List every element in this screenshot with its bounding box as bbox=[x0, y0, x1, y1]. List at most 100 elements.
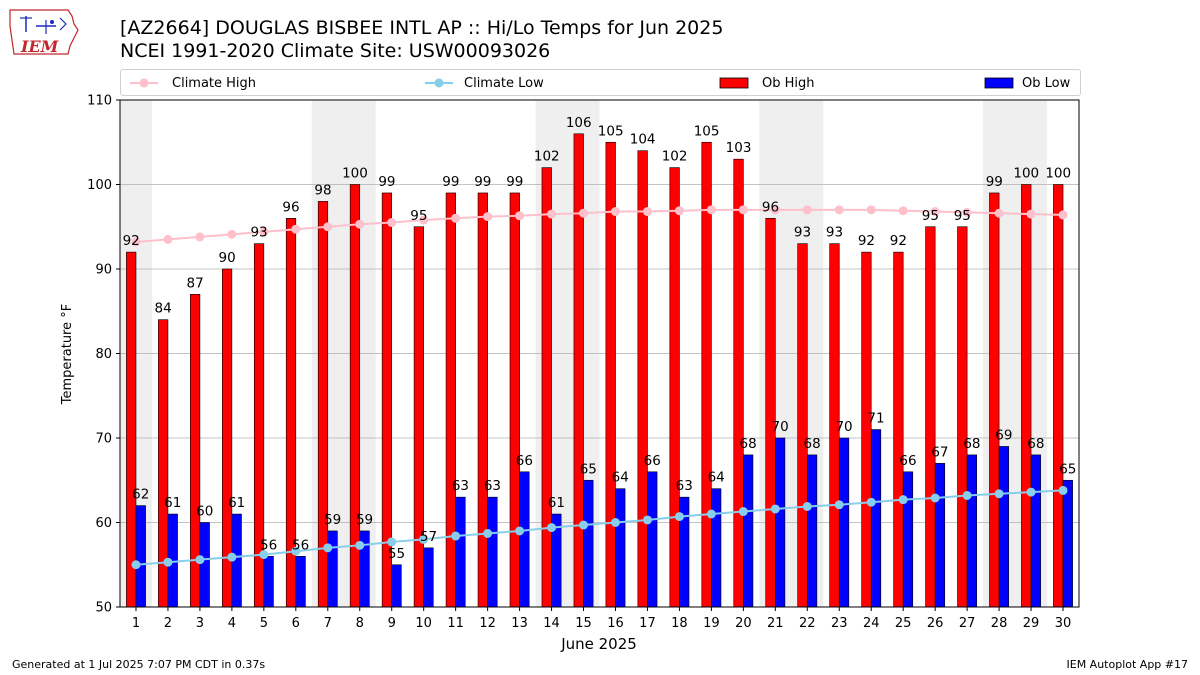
x-tick-label-23: 23 bbox=[831, 616, 848, 631]
bar-ob-high-28 bbox=[989, 192, 1000, 608]
bar-ob-low-27 bbox=[966, 454, 978, 608]
bar-ob-high-14 bbox=[541, 167, 552, 608]
bar-ob-high-24 bbox=[861, 251, 872, 608]
climate-low-point-7 bbox=[323, 543, 333, 553]
legend-item-ob-high: Ob High bbox=[719, 74, 815, 92]
label-ob-high-19: 105 bbox=[694, 123, 720, 139]
climate-high-point-23 bbox=[834, 205, 844, 215]
label-ob-high-11: 99 bbox=[442, 174, 459, 190]
label-ob-high-27: 95 bbox=[954, 208, 971, 224]
label-ob-high-15: 106 bbox=[566, 115, 592, 131]
legend-item-climate-high: Climate High bbox=[129, 74, 256, 92]
climate-low-point-24 bbox=[866, 497, 876, 507]
label-ob-low-10: 57 bbox=[420, 529, 437, 545]
label-ob-high-8: 100 bbox=[342, 166, 368, 182]
climate-low-point-6 bbox=[291, 546, 301, 556]
climate-high-point-25 bbox=[898, 206, 908, 216]
climate-high-point-27 bbox=[962, 207, 972, 217]
climate-high-point-26 bbox=[930, 207, 940, 217]
climate-low-point-16 bbox=[610, 518, 620, 527]
shade-day-7 bbox=[311, 100, 344, 607]
grid-lines bbox=[120, 184, 1079, 523]
climate-low-point-23 bbox=[834, 500, 844, 510]
bar-ob-low-5 bbox=[263, 555, 274, 608]
bar-ob-high-4 bbox=[221, 268, 233, 608]
legend-ob-low-swatch bbox=[984, 77, 1014, 89]
bar-ob-high-15 bbox=[573, 133, 584, 608]
bar-ob-low-12 bbox=[487, 496, 498, 608]
label-ob-low-21: 70 bbox=[772, 419, 789, 435]
bar-ob-low-26 bbox=[934, 463, 946, 608]
x-tick-label-24: 24 bbox=[863, 616, 880, 631]
climate-high-point-14 bbox=[547, 209, 557, 219]
bar-ob-high-22 bbox=[797, 243, 808, 608]
legend-item-climate-low: Climate Low bbox=[424, 74, 544, 92]
x-tick-label-11: 11 bbox=[447, 616, 464, 631]
label-ob-high-7: 98 bbox=[314, 182, 331, 198]
label-ob-low-17: 66 bbox=[644, 453, 661, 469]
shade-day-1 bbox=[120, 100, 152, 607]
climate-low-point-5 bbox=[259, 550, 269, 560]
label-ob-low-22: 68 bbox=[803, 436, 820, 452]
climate-low-point-30 bbox=[1058, 485, 1068, 495]
bar-ob-low-8 bbox=[359, 530, 370, 608]
legend-ob-high-swatch bbox=[719, 77, 749, 89]
legend-label-ob-high: Ob High bbox=[762, 75, 815, 91]
x-tick-label-21: 21 bbox=[767, 616, 784, 631]
climate-low-point-14 bbox=[547, 523, 557, 533]
shade-day-21 bbox=[759, 100, 792, 607]
climate-high-point-29 bbox=[1026, 209, 1036, 219]
label-ob-high-13: 99 bbox=[506, 174, 523, 190]
label-ob-high-23: 93 bbox=[826, 225, 843, 241]
bar-ob-low-17 bbox=[647, 471, 658, 608]
x-tick-label-14: 14 bbox=[543, 616, 560, 631]
bar-ob-high-18 bbox=[669, 167, 680, 608]
legend-label-climate-high: Climate High bbox=[172, 75, 257, 91]
x-tick-label-13: 13 bbox=[511, 616, 528, 631]
bars bbox=[126, 133, 1073, 608]
label-ob-low-6: 56 bbox=[292, 537, 309, 553]
climate-low-point-25 bbox=[898, 495, 908, 505]
x-tick-label-10: 10 bbox=[415, 616, 432, 631]
bar-ob-high-26 bbox=[925, 226, 936, 608]
bar-ob-high-20 bbox=[733, 158, 744, 608]
label-ob-low-26: 67 bbox=[931, 444, 948, 460]
climate-high-point-20 bbox=[738, 205, 748, 215]
climate-high-point-11 bbox=[451, 213, 461, 223]
x-tick-label-25: 25 bbox=[895, 616, 912, 631]
climate-high-point-8 bbox=[355, 219, 365, 229]
x-tick-label-17: 17 bbox=[639, 616, 656, 631]
iowa-map-icon bbox=[9, 9, 79, 55]
x-tick-label-3: 3 bbox=[196, 616, 204, 631]
bar-ob-low-18 bbox=[679, 496, 690, 608]
x-tick-label-28: 28 bbox=[991, 616, 1008, 631]
bar-ob-high-29 bbox=[1021, 184, 1032, 608]
data-labels: 92 62 84 61 87 60 90 61 93 56 96 56 98 59 100 59 99 55 95 5… bbox=[123, 115, 1077, 562]
climate-low-point-19 bbox=[706, 509, 716, 519]
label-ob-low-28: 69 bbox=[995, 427, 1012, 443]
label-ob-low-13: 66 bbox=[516, 453, 533, 469]
bar-ob-low-30 bbox=[1062, 479, 1073, 608]
label-ob-high-26: 95 bbox=[922, 208, 939, 224]
bar-ob-high-2 bbox=[158, 319, 169, 608]
climate-high-point-18 bbox=[674, 206, 684, 216]
legend-label-ob-low: Ob Low bbox=[1022, 75, 1071, 91]
label-ob-high-20: 103 bbox=[726, 140, 752, 156]
climate-low-point-11 bbox=[451, 531, 461, 541]
bar-ob-low-4 bbox=[231, 513, 242, 608]
bar-ob-low-23 bbox=[838, 437, 850, 608]
label-ob-low-18: 63 bbox=[676, 478, 693, 494]
y-tick-label-90: 90 bbox=[95, 263, 112, 278]
chart-legend: Climate High Climate Low Ob High Ob Low bbox=[120, 69, 1081, 96]
label-ob-high-6: 96 bbox=[282, 199, 299, 215]
climate-high-point-5 bbox=[259, 227, 269, 237]
x-tick-label-8: 8 bbox=[356, 616, 364, 631]
climate-low-point-3 bbox=[195, 555, 205, 565]
climate-low-line bbox=[135, 489, 1064, 566]
legend-climate-high-marker bbox=[130, 78, 158, 88]
climate-high-point-6 bbox=[291, 224, 301, 234]
bar-ob-high-13 bbox=[509, 192, 520, 608]
x-tick-label-20: 20 bbox=[735, 616, 752, 631]
label-ob-low-15: 65 bbox=[580, 461, 597, 477]
y-tick-label-100: 100 bbox=[87, 178, 112, 193]
